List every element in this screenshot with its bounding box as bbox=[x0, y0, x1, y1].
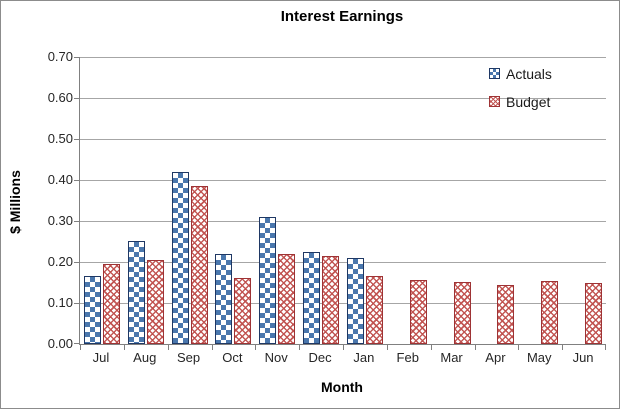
y-axis-tick-0.10 bbox=[74, 303, 80, 304]
y-tick-label-0.70: 0.70 bbox=[47, 49, 73, 64]
legend-item-budget: Budget bbox=[489, 93, 552, 110]
x-axis-tick-5 bbox=[299, 345, 301, 350]
x-tick-label-may: May bbox=[526, 350, 552, 365]
x-tick-label-jun: Jun bbox=[572, 350, 594, 365]
bar-budget-aug bbox=[146, 260, 164, 344]
bar-actuals-dec bbox=[303, 252, 321, 344]
legend-label-budget: Budget bbox=[506, 93, 551, 110]
bar-actuals-jul bbox=[83, 276, 101, 344]
gridline-0.40 bbox=[80, 180, 606, 181]
bar-actuals-sep bbox=[171, 172, 189, 344]
bar-actuals-oct bbox=[215, 254, 233, 344]
bar-budget-may bbox=[541, 281, 559, 344]
chart-title: Interest Earnings bbox=[280, 8, 404, 25]
bar-budget-apr bbox=[497, 285, 515, 344]
bar-budget-oct bbox=[234, 278, 252, 344]
x-tick-label-feb: Feb bbox=[396, 350, 419, 365]
bar-actuals-jan bbox=[346, 258, 364, 344]
gridline-0.60 bbox=[80, 98, 606, 99]
y-tick-label-0.40: 0.40 bbox=[47, 172, 73, 187]
bar-budget-sep bbox=[190, 186, 208, 344]
x-axis-tick-10 bbox=[518, 345, 520, 350]
x-axis-title: Month bbox=[321, 379, 363, 395]
x-tick-label-dec: Dec bbox=[308, 350, 332, 365]
legend-swatch-actuals-icon bbox=[489, 68, 500, 79]
x-axis-tick-2 bbox=[167, 345, 169, 350]
gridline-0.50 bbox=[80, 139, 606, 140]
y-tick-label-0.60: 0.60 bbox=[47, 90, 73, 105]
y-axis-tick-0.50 bbox=[74, 139, 80, 140]
y-axis-title: $ Millions bbox=[7, 170, 23, 234]
x-tick-label-apr: Apr bbox=[485, 350, 506, 365]
x-axis-tick-6 bbox=[343, 345, 344, 350]
bar-budget-feb bbox=[409, 280, 427, 344]
legend-label-actuals: Actuals bbox=[506, 65, 552, 82]
bar-budget-mar bbox=[453, 282, 471, 344]
y-axis-tick-0.20 bbox=[74, 262, 80, 263]
bar-budget-dec bbox=[322, 256, 340, 344]
x-axis-tick-0 bbox=[80, 345, 81, 350]
gridline-0.10 bbox=[80, 303, 606, 304]
x-axis-tick-12 bbox=[605, 345, 606, 350]
x-axis-tick-7 bbox=[386, 345, 388, 350]
y-tick-label-0.00: 0.00 bbox=[47, 336, 73, 351]
x-axis-tick-11 bbox=[562, 345, 564, 350]
x-tick-label-oct: Oct bbox=[222, 350, 243, 365]
x-axis-tick-3 bbox=[211, 345, 213, 350]
x-tick-label-mar: Mar bbox=[440, 350, 463, 365]
bar-actuals-aug bbox=[127, 241, 145, 344]
y-tick-label-0.10: 0.10 bbox=[47, 295, 73, 310]
bar-budget-jun bbox=[585, 283, 603, 344]
gridline-0.30 bbox=[80, 221, 606, 222]
x-tick-label-jul: Jul bbox=[92, 350, 110, 365]
y-axis-tick-0.60 bbox=[74, 98, 80, 99]
y-tick-label-0.30: 0.30 bbox=[47, 213, 73, 228]
x-tick-label-nov: Nov bbox=[264, 350, 288, 365]
legend: Actuals Budget bbox=[489, 65, 552, 110]
x-tick-label-aug: Aug bbox=[133, 350, 157, 365]
gridline-0.70 bbox=[80, 57, 606, 58]
y-axis-tick-0.00 bbox=[74, 343, 80, 344]
x-axis-tick-1 bbox=[123, 345, 125, 350]
bar-budget-jul bbox=[102, 264, 120, 344]
x-axis-tick-4 bbox=[255, 345, 257, 350]
y-tick-label-0.50: 0.50 bbox=[47, 131, 73, 146]
legend-swatch-budget-icon bbox=[489, 96, 500, 107]
y-axis-tick-0.70 bbox=[74, 57, 80, 58]
bar-budget-jan bbox=[365, 276, 383, 344]
y-axis-tick-0.40 bbox=[74, 180, 80, 181]
x-tick-label-sep: Sep bbox=[177, 350, 201, 365]
y-axis-tick-0.30 bbox=[74, 221, 80, 222]
x-axis-tick-9 bbox=[474, 345, 476, 350]
gridline-0.20 bbox=[80, 262, 606, 263]
x-tick-label-jan: Jan bbox=[353, 350, 375, 365]
y-tick-label-0.20: 0.20 bbox=[47, 254, 73, 269]
x-axis-tick-8 bbox=[430, 345, 432, 350]
bar-budget-nov bbox=[278, 254, 296, 344]
plot-area bbox=[74, 57, 606, 350]
legend-item-actuals: Actuals bbox=[489, 65, 552, 82]
bar-actuals-nov bbox=[259, 217, 277, 344]
